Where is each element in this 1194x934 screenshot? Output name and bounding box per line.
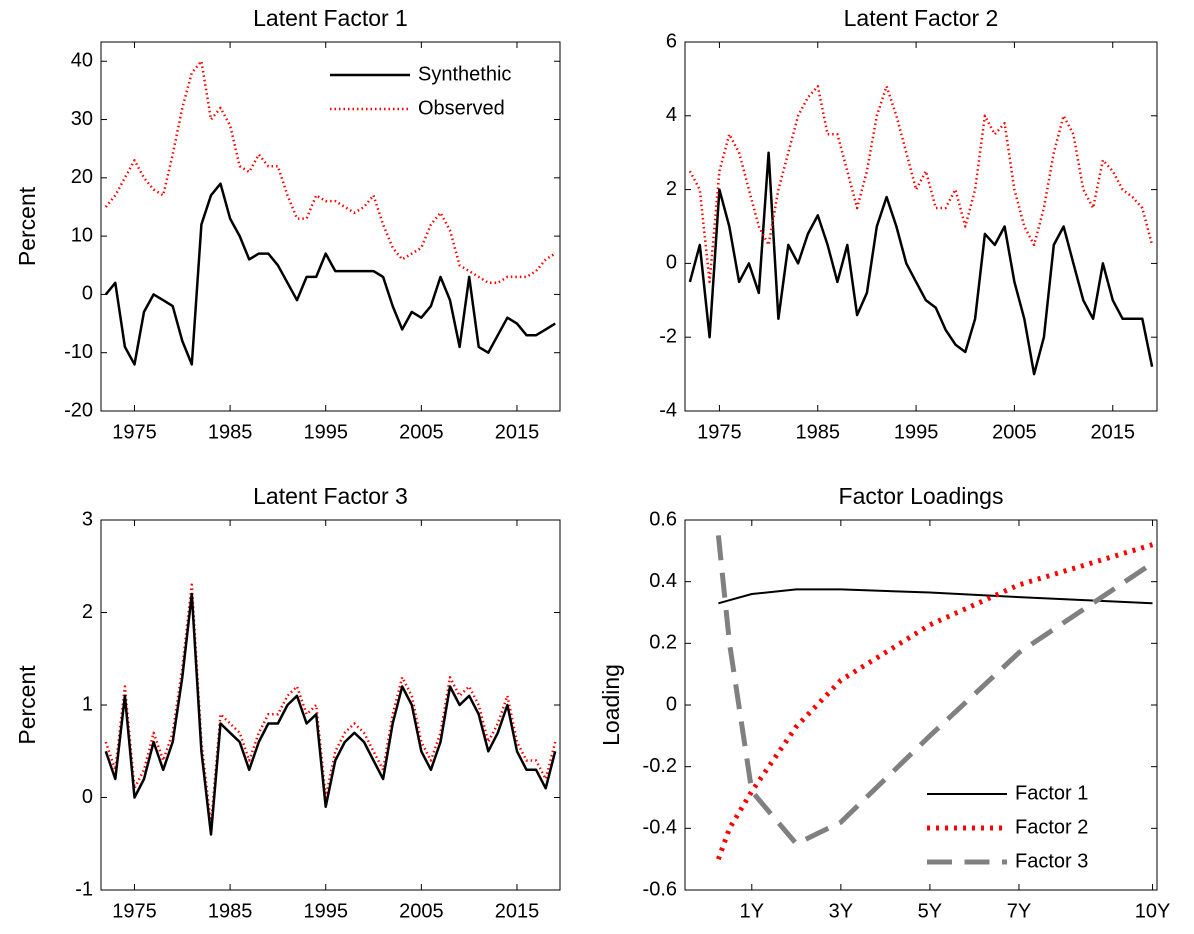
x-tick-label: 1975: [112, 900, 157, 922]
y-tick-label: 0: [82, 283, 93, 305]
x-tick-label: 10Y: [1135, 900, 1171, 922]
x-tick-label: 2015: [495, 900, 540, 922]
legend-label: Factor 1: [1015, 782, 1088, 804]
x-tick-label: 1975: [697, 421, 742, 443]
series-line: [718, 588, 1153, 605]
axes-frame: [684, 519, 1158, 891]
x-tick-label: 1985: [208, 421, 253, 443]
legend-label: Observed: [418, 97, 505, 119]
y-tick-label: 0: [666, 252, 677, 274]
x-tick-label: 3Y: [829, 900, 853, 922]
y-tick-label: 0: [666, 693, 677, 715]
series-line: [104, 592, 557, 836]
y-tick-label: -2: [659, 325, 677, 347]
x-tick-label: 1Y: [740, 900, 764, 922]
y-tick-label: 20: [71, 166, 93, 188]
x-tick-label: 1985: [208, 900, 253, 922]
subplot: Latent Factor 3 Percent -1 0 1 2 3 1975 1985 1995…: [14, 483, 561, 922]
x-tick-label: 2015: [495, 421, 540, 443]
y-tick-label: 10: [71, 224, 93, 246]
y-tick-label: 40: [71, 50, 93, 72]
plot-lines: [104, 59, 556, 366]
y-tick-label: 0.2: [649, 632, 677, 654]
x-tick-label: 1995: [303, 900, 348, 922]
axes-frame: [100, 519, 561, 891]
subplot-title: Latent Factor 2: [844, 5, 999, 31]
y-tick-label: -10: [64, 341, 93, 363]
x-tick-label: 7Y: [1007, 900, 1031, 922]
y-tick-label: 4: [666, 104, 677, 126]
y-tick-label: -20: [64, 399, 93, 421]
x-tick-label: 2015: [1091, 421, 1136, 443]
y-tick-label: -0.6: [643, 878, 677, 900]
x-tick-label: 2005: [399, 421, 444, 443]
axes-background: [685, 42, 1157, 411]
x-tick-label: 5Y: [918, 900, 942, 922]
y-tick-label: 0.6: [649, 508, 677, 530]
x-tick-label: 2005: [399, 900, 444, 922]
series-line: [716, 542, 1154, 861]
x-tick-label: 1985: [796, 421, 841, 443]
axes-frame: [100, 41, 561, 412]
series-line: [688, 85, 1154, 284]
subplot: Latent Factor 1 Percent -20 -10 0 10 20 30 40 197…: [14, 5, 561, 443]
plot-lines: [688, 85, 1154, 376]
plot-lines: [104, 583, 557, 836]
subplot-title: Latent Factor 1: [253, 5, 408, 31]
y-axis-label: Loading: [598, 664, 624, 746]
y-tick-label: 30: [71, 108, 93, 130]
subplot-title: Latent Factor 3: [253, 483, 408, 509]
subplot: Factor Loadings Loading -0.6 -0.4 -0.2 0 0.2 0.…: [598, 483, 1170, 922]
axes-background: [101, 520, 560, 890]
axes-background: [685, 520, 1157, 890]
x-tick-label: 1995: [303, 421, 348, 443]
series-line: [104, 59, 556, 285]
y-tick-label: 2: [82, 601, 93, 623]
y-tick-label: 3: [82, 508, 93, 530]
y-tick-label: -0.2: [643, 755, 677, 777]
y-tick-label: 2: [666, 178, 677, 200]
series-line: [104, 182, 556, 366]
legend-label: Synthethic: [418, 63, 511, 85]
legend-label: Factor 2: [1015, 816, 1088, 838]
y-tick-label: -4: [659, 399, 677, 421]
subplot: Latent Factor 2 -4 -2 0 2 4 6 1975 1985 1995 2005 2…: [659, 5, 1158, 443]
y-tick-label: 1: [82, 693, 93, 715]
y-tick-label: -1: [75, 878, 93, 900]
plot-lines: [715, 535, 1154, 861]
legend-label: Factor 3: [1015, 850, 1088, 872]
y-axis-label: Percent: [14, 186, 40, 266]
series-line: [715, 535, 1154, 847]
x-tick-label: 2005: [992, 421, 1037, 443]
x-tick-label: 1995: [894, 421, 939, 443]
y-tick-label: 6: [666, 30, 677, 52]
series-line: [104, 583, 557, 827]
y-tick-label: 0.4: [649, 570, 677, 592]
y-axis-label: Percent: [14, 665, 40, 745]
series-line: [688, 151, 1154, 376]
subplot-title: Factor Loadings: [839, 483, 1004, 509]
x-tick-label: 1975: [112, 421, 157, 443]
y-tick-label: 0: [82, 786, 93, 808]
axes-frame: [684, 41, 1158, 412]
y-tick-label: -0.4: [643, 817, 677, 839]
